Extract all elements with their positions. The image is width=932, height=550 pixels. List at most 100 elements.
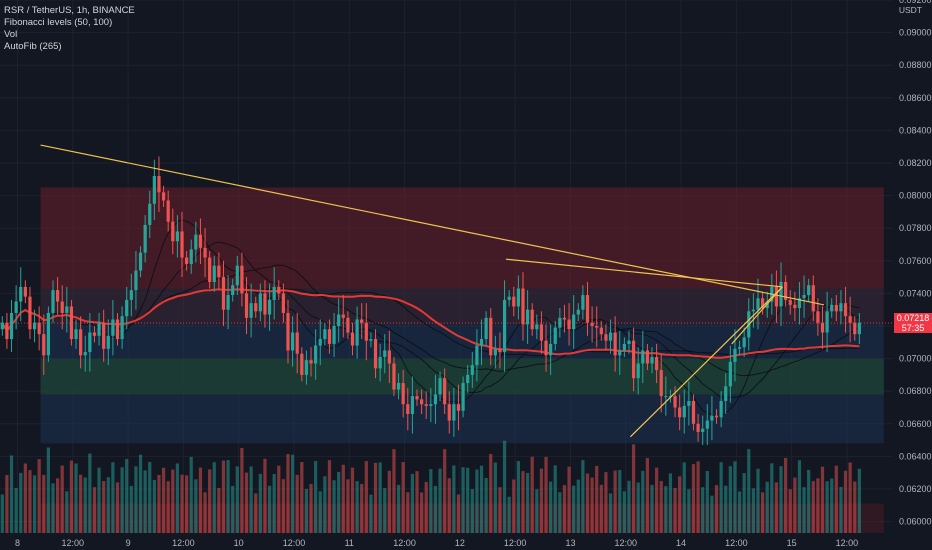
candle-body — [249, 303, 253, 318]
candle-body — [406, 404, 410, 415]
candle-body — [830, 304, 834, 312]
volume-bar — [332, 480, 336, 533]
volume-bar — [272, 474, 276, 533]
volume-bar — [631, 444, 636, 533]
volume-bar — [171, 469, 175, 533]
candle-body — [549, 343, 553, 356]
volume-bar — [212, 462, 216, 533]
candle-body — [378, 356, 382, 369]
candle-body — [102, 322, 106, 349]
volume-bar — [696, 461, 700, 533]
candle-body — [512, 296, 516, 307]
volume-bar — [608, 493, 613, 533]
volume-bar — [32, 475, 37, 533]
candle-body — [456, 404, 461, 411]
candle-body — [138, 252, 143, 271]
candle-body — [14, 301, 18, 313]
volume-bar — [180, 474, 184, 533]
candle-body — [129, 290, 133, 300]
volume-bar — [512, 479, 516, 533]
volume-bar — [281, 479, 285, 533]
volume-bar — [737, 491, 742, 533]
volume-bar — [466, 467, 470, 533]
candle-body — [719, 400, 723, 418]
candle-body — [46, 312, 50, 356]
candle-body — [650, 356, 654, 364]
volume-bar — [770, 463, 774, 533]
volume-bar — [263, 458, 267, 533]
candle-body — [28, 296, 32, 330]
volume-bar — [97, 467, 101, 533]
volume-bar — [221, 460, 226, 533]
candle-body — [258, 293, 262, 312]
candle-body — [848, 316, 852, 323]
volume-bar — [102, 481, 106, 533]
axes: 0.06000 0.06200 0.06400 0.06600 0.06800 0.070… — [15, 0, 932, 548]
candle-body — [839, 303, 843, 312]
volume-bar — [203, 492, 207, 533]
y-tick-label: 0.08600 — [899, 93, 932, 103]
volume-bar — [148, 462, 152, 533]
bar-countdown: 57:35 — [901, 323, 925, 333]
candle-body — [65, 306, 69, 313]
volume-bar — [687, 489, 691, 533]
candle-body — [309, 360, 313, 364]
candle-body — [599, 327, 603, 335]
volume-bar — [161, 467, 166, 533]
fib-zone — [40, 288, 884, 325]
candle-body — [544, 340, 548, 356]
volume-bar — [797, 460, 802, 533]
candle-body — [355, 319, 359, 346]
volume-bar — [562, 485, 567, 533]
volume-bar — [811, 481, 815, 533]
candle-body — [433, 394, 438, 405]
candle-body — [157, 176, 161, 193]
candle-body — [645, 350, 650, 364]
volume-bar — [848, 462, 852, 533]
volume-bar — [710, 495, 714, 533]
currency-label[interactable]: USDT — [898, 5, 922, 15]
volume-bar — [816, 478, 820, 533]
volume-bar — [544, 456, 548, 533]
volume-bar — [290, 454, 295, 533]
volume-bar — [447, 478, 451, 533]
candle-body — [364, 322, 368, 341]
indicator-vol[interactable]: Vol — [4, 29, 18, 40]
candles[interactable] — [0, 156, 861, 445]
candle-body — [631, 340, 636, 379]
candle-body — [111, 319, 115, 336]
volume-bar — [79, 474, 83, 533]
volume-bar — [802, 487, 806, 533]
volume-bar — [857, 468, 861, 533]
candle-body — [535, 324, 539, 330]
volume-bar — [300, 462, 304, 533]
symbol-title[interactable]: RSR / TetherUS, 1h, BINANCE — [4, 5, 135, 16]
indicator-autofib[interactable]: AutoFib (265) — [4, 41, 62, 52]
volume-bar — [323, 476, 327, 533]
candle-body — [161, 192, 166, 201]
x-tick-label: 12:00 — [614, 538, 637, 548]
trendlines[interactable] — [40, 144, 825, 438]
volume-bar — [350, 467, 355, 533]
volume-bar — [286, 454, 290, 533]
volume-bar — [415, 471, 419, 533]
volume-bar — [484, 478, 488, 533]
candle-body — [756, 298, 760, 310]
candle-body — [728, 361, 732, 387]
volume-bar — [378, 462, 382, 533]
volume-bar — [254, 493, 258, 533]
candle-body — [461, 383, 465, 411]
x-tick-label: 12:00 — [504, 538, 527, 548]
candle-body — [185, 257, 189, 265]
volume-bar — [369, 494, 373, 533]
volume-bar — [304, 488, 309, 533]
volume-bar — [387, 470, 391, 533]
indicator-fib-levels[interactable]: Fibonacci levels (50, 100) — [4, 17, 113, 28]
volume-bar — [774, 482, 779, 533]
candle-body — [502, 299, 507, 353]
candle-body — [714, 415, 719, 418]
candle-body — [678, 407, 682, 418]
candle-body — [120, 316, 124, 340]
candle-body — [452, 404, 456, 421]
